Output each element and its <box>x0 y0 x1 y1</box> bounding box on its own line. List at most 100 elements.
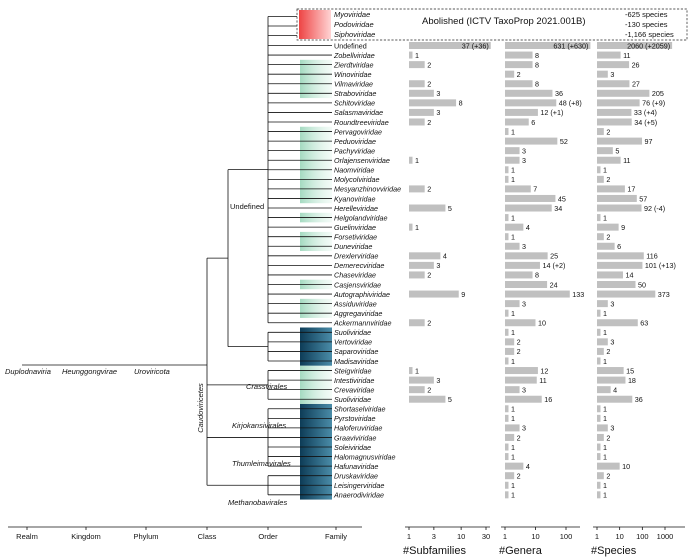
subfamilies-value-label-12: 1 <box>415 156 419 165</box>
species-value-label-5: 205 <box>652 89 664 98</box>
genera-value-label-16: 45 <box>558 194 566 203</box>
genera-value-label-26: 133 <box>572 290 584 299</box>
genera-value-label-5: 36 <box>555 89 563 98</box>
rank-tick-label-family: Family <box>325 532 347 541</box>
family-label-shortaselviridae-38: Shortaselviridae <box>334 405 386 414</box>
rank-labels: Duplodnaviria Heunggongvirae Uroviricota… <box>5 202 291 507</box>
species-value-label-13: 1 <box>603 166 607 175</box>
genera-value-label-20: 1 <box>511 233 515 242</box>
subfamilies-value-label-8: 2 <box>427 118 431 127</box>
species-value-label-28: 1 <box>603 309 607 318</box>
species-value-label-44: 10 <box>622 462 630 471</box>
genera-bar-5 <box>505 89 553 97</box>
genera-value-label-17: 34 <box>554 204 562 213</box>
family-label-pachyviridae-11: Pachyviridae <box>334 146 375 155</box>
species-bar-29 <box>597 319 638 327</box>
rank-tick-label-realm: Realm <box>16 532 38 541</box>
genera-value-label-41: 2 <box>517 433 521 442</box>
genera-bar-23 <box>505 261 540 269</box>
subfamilies-value-label-22: 4 <box>443 252 447 261</box>
family-label-suoliviridae-37: Suoliviridae <box>334 395 371 404</box>
abolished-family-podoviridae: Podoviridae <box>334 20 374 29</box>
genera-bar-43 <box>505 453 509 461</box>
species-bar-27 <box>597 300 608 308</box>
species-bar-43 <box>597 453 601 461</box>
subfamilies-tick-label-0: 1 <box>407 532 411 541</box>
species-value-label-18: 1 <box>603 213 607 222</box>
genera-bar-36 <box>505 386 520 394</box>
species-value-label-2: 26 <box>632 60 640 69</box>
genera-bar-11 <box>505 147 520 155</box>
species-value-label-10: 97 <box>645 137 653 146</box>
species-value-label-27: 3 <box>610 299 614 308</box>
genera-bar-4 <box>505 80 533 88</box>
species-bar-38 <box>597 405 601 413</box>
species-value-label-22: 116 <box>646 252 657 261</box>
species-bar-18 <box>597 214 601 222</box>
genera-value-label-35: 11 <box>539 376 546 385</box>
genera-bar-37 <box>505 395 542 403</box>
rank-tick-label-kingdom: Kingdom <box>71 532 101 541</box>
genera-bar-41 <box>505 433 515 441</box>
species-bar-9 <box>597 128 604 136</box>
species-tick-label-1: 10 <box>615 532 623 541</box>
genera-bar-7 <box>505 108 538 116</box>
species-bar-22 <box>597 252 644 260</box>
species-value-label-40: 3 <box>610 424 614 433</box>
family-label-mesyanzhinovviridae-15: Mesyanzhinovviridae <box>334 185 401 194</box>
abolished-family-myoviridae: Myoviridae <box>334 10 370 19</box>
species-value-label-46: 1 <box>603 481 607 490</box>
species-bar-14 <box>597 175 604 183</box>
genera-bar-40 <box>505 424 520 432</box>
species-bar-40 <box>597 424 608 432</box>
genera-value-label-40: 3 <box>522 424 526 433</box>
family-label-anaerodiviridae-47: Anaerodiviridae <box>333 491 384 500</box>
species-value-label-3: 3 <box>610 70 614 79</box>
species-bar-42 <box>597 443 601 451</box>
genera-bar-8 <box>505 118 529 126</box>
genera-value-label-42: 1 <box>511 443 515 452</box>
species-bar-37 <box>597 395 633 403</box>
order-label-methanobavirales: Methanobavirales <box>228 498 287 507</box>
genera-bar-42 <box>505 443 509 451</box>
species-bar-36 <box>597 386 611 394</box>
species-bar-17 <box>597 204 642 212</box>
species-value-label-11: 5 <box>615 146 619 155</box>
genera-value-label-15: 7 <box>533 185 537 194</box>
genera-bar-22 <box>505 252 548 260</box>
genera-bar-19 <box>505 223 524 231</box>
subfamilies-bar-26 <box>409 290 459 298</box>
species-value-label-43: 1 <box>603 452 607 461</box>
family-label-schitoviridae-6: Schitoviridae <box>334 99 375 108</box>
genera-bar-39 <box>505 414 509 422</box>
abolished-species-0: -625 species <box>625 10 668 19</box>
subfamilies-value-label-4: 2 <box>427 80 431 89</box>
genera-bar-27 <box>505 300 520 308</box>
family-label-steigviridae-34: Steigviridae <box>334 366 372 375</box>
species-value-label-25: 50 <box>638 280 646 289</box>
subfamilies-value-label-34: 1 <box>415 366 419 375</box>
family-label-crevaviridae-36: Crevaviridae <box>334 385 374 394</box>
subfamilies-value-label-19: 1 <box>415 223 419 232</box>
subfamilies-tick-label-3: 30 <box>482 532 490 541</box>
family-label-orlajensenviridae-12: Orlajensenviridae <box>334 156 390 165</box>
family-label-vilmaviridae-4: Vilmaviridae <box>334 80 373 89</box>
subfamilies-value-label-5: 3 <box>436 89 440 98</box>
order-label-crassvirales: Crassvirales <box>246 382 288 391</box>
family-shade-light-20 <box>300 231 332 252</box>
family-label-casjensviridae-25: Casjensviridae <box>334 280 381 289</box>
species-value-label-31: 3 <box>610 338 614 347</box>
genera-tick-label-0: 1 <box>503 532 507 541</box>
subfamilies-bar-6 <box>409 99 457 107</box>
rank-tick-label-phylum: Phylum <box>133 532 158 541</box>
family-shading <box>300 59 332 500</box>
family-label-pervagoviridae-9: Pervagoviridae <box>334 127 382 136</box>
genera-bar-34 <box>505 367 538 375</box>
subfamilies-bar-2 <box>409 61 425 69</box>
subfamilies-value-label-1: 1 <box>415 51 419 60</box>
subfamilies-value-label-36: 2 <box>427 385 431 394</box>
genera-value-label-12: 3 <box>522 156 526 165</box>
species-bar-11 <box>597 147 613 155</box>
species-value-label-42: 1 <box>603 443 607 452</box>
subfamilies-value-label-0: 37 (+36) <box>462 41 489 50</box>
